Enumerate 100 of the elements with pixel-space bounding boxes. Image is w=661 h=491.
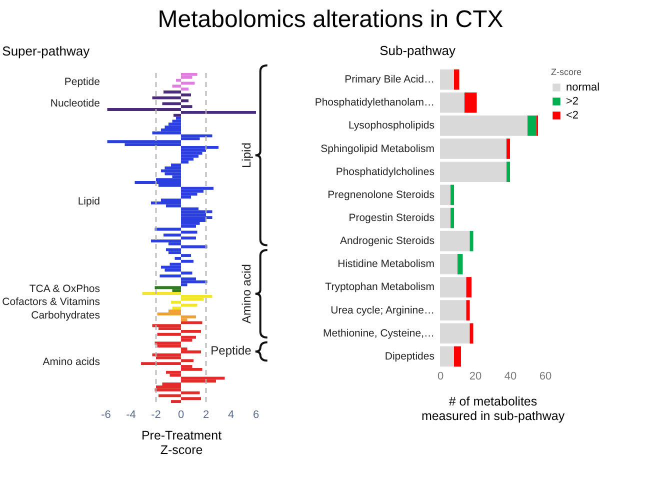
- bar: [176, 78, 181, 82]
- bar: [156, 385, 181, 388]
- bar: [181, 315, 196, 318]
- bar: [152, 96, 181, 100]
- annotation: Lipid: [239, 142, 254, 168]
- bar: [164, 166, 181, 170]
- y-tick-label: Androgenic Steroids: [340, 235, 434, 248]
- bar: [440, 138, 506, 159]
- bar: [181, 294, 212, 298]
- bar: [107, 140, 181, 144]
- bar: [181, 110, 256, 114]
- bar: [157, 332, 181, 336]
- bar: [440, 323, 470, 344]
- bar: [440, 69, 454, 90]
- bar: [440, 184, 450, 206]
- x-tick-label: -6: [101, 409, 111, 421]
- bar: [181, 152, 202, 155]
- bar: [107, 108, 181, 111]
- bar: [162, 102, 181, 106]
- bar: [506, 162, 510, 182]
- x-axis-title: Pre-Treatment Z-score: [141, 428, 222, 457]
- bar: [141, 362, 181, 366]
- bar: [157, 312, 181, 316]
- bar: [158, 394, 181, 398]
- bar: [440, 162, 506, 182]
- bar: [161, 266, 181, 269]
- y-tick-label: Urea cycle; Arginine…: [330, 304, 434, 316]
- bar: [181, 330, 201, 333]
- text: Amino acids: [42, 356, 100, 368]
- bar: [440, 346, 454, 367]
- bar: [440, 300, 466, 320]
- y-tick-label: Phosphatidylcholines: [336, 166, 434, 178]
- bar: [466, 277, 472, 298]
- bar: [181, 146, 218, 149]
- bar: [440, 254, 458, 274]
- bar: [181, 280, 208, 284]
- text: Cofactors & Vitamins: [2, 296, 100, 308]
- bar: [470, 230, 474, 252]
- y-tick-label: Primary Bile Acid…: [344, 74, 434, 86]
- x-tick-label: 40: [504, 370, 517, 382]
- bar: [181, 88, 188, 91]
- text: Lipid: [78, 195, 100, 208]
- bar: [181, 224, 196, 228]
- text: TCA & OxPhos: [29, 283, 100, 296]
- bar: [174, 114, 181, 117]
- bar: [181, 93, 191, 96]
- bar: [160, 274, 181, 278]
- bar: [171, 400, 181, 403]
- annotation: Peptide: [210, 344, 252, 358]
- y-axis-title: Super-pathway: [2, 43, 90, 58]
- bar: [164, 126, 181, 128]
- bar: [440, 277, 466, 298]
- bar: [506, 138, 510, 159]
- x-tick-label: 20: [469, 370, 482, 382]
- bar: [164, 268, 181, 272]
- bar: [440, 230, 470, 252]
- x-tick-label: -4: [126, 409, 136, 421]
- bar: [181, 254, 191, 257]
- bar: [172, 120, 181, 123]
- bar: [181, 397, 201, 400]
- bar: [181, 260, 194, 263]
- bar: [181, 368, 202, 371]
- bar: [168, 251, 181, 254]
- bar: [174, 256, 181, 260]
- bar: [181, 359, 194, 362]
- bar: [464, 92, 477, 113]
- bar: [181, 73, 198, 76]
- x-tick-label: -2: [151, 409, 161, 421]
- y-tick-label: Phosphatidylethanolam…: [314, 96, 434, 109]
- annotation: Amino acid: [239, 264, 254, 324]
- x-tick-label: 6: [252, 409, 260, 421]
- text: Metabolomics alterations in CTX: [156, 5, 504, 35]
- bar: [152, 353, 181, 356]
- bar: [440, 92, 464, 113]
- bar: [181, 186, 214, 190]
- bar: [172, 306, 181, 310]
- bar: [151, 201, 181, 204]
- bar: [181, 236, 196, 240]
- x-axis-title: # of metabolites measured in sub-pathway: [421, 394, 566, 423]
- bar: [142, 292, 181, 295]
- y-tick-label: Lysophospholipids: [348, 120, 434, 132]
- legend-label: >2: [566, 96, 579, 108]
- bar: [166, 248, 181, 252]
- bar: [152, 324, 181, 328]
- bar: [458, 254, 463, 274]
- legend-title: Z-score: [551, 67, 582, 77]
- y-tick-label: Tryptophan Metabolism: [325, 281, 435, 294]
- x-tick-label: 2: [202, 409, 210, 421]
- text: Peptide: [64, 76, 100, 88]
- bar: [151, 239, 181, 242]
- bar: [134, 181, 181, 184]
- bar: [166, 370, 181, 374]
- bar: [181, 321, 202, 324]
- bar: [450, 208, 454, 228]
- x-tick-label: 0: [437, 370, 444, 382]
- bar: [152, 131, 181, 134]
- bar: [168, 122, 181, 126]
- legend-label: <2: [566, 110, 579, 122]
- bar: [164, 234, 181, 237]
- bar: [440, 116, 528, 136]
